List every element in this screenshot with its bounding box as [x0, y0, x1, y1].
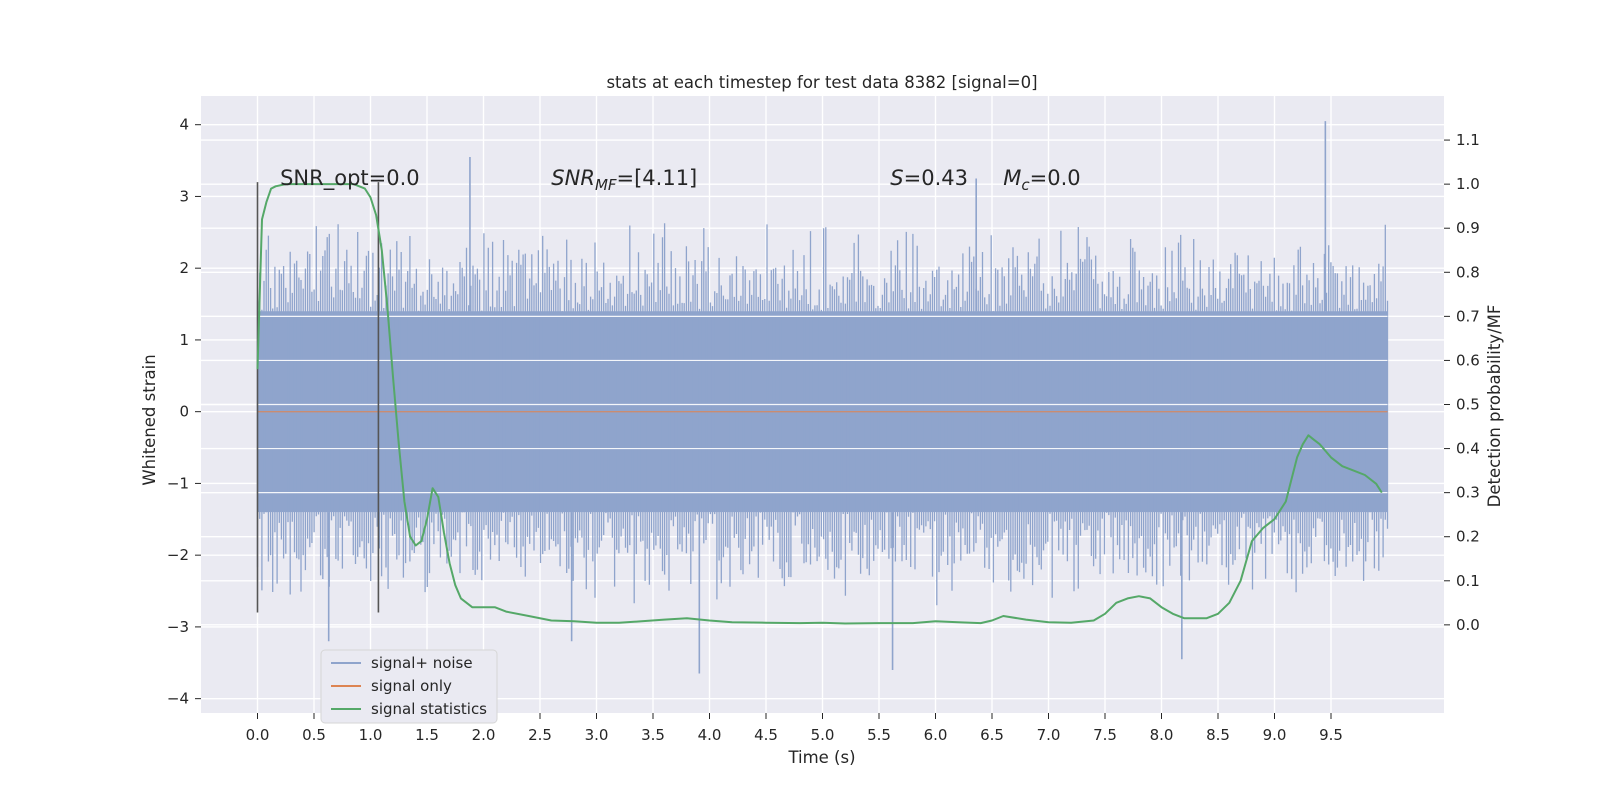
- y-right-tick-label-2: 0.9: [1456, 219, 1480, 237]
- x-tick-label-15: 7.5: [1093, 726, 1117, 744]
- y-tick-label-8: −4: [167, 690, 189, 708]
- y-tick-label-4: 0: [179, 403, 189, 421]
- y-right-tick-label-8: 0.3: [1456, 484, 1480, 502]
- y-right-tick-label-3: 0.8: [1456, 263, 1480, 281]
- x-tick-label-17: 8.5: [1206, 726, 1230, 744]
- x-tick-label-8: 4.0: [698, 726, 722, 744]
- y-right-tick-label-6: 0.5: [1456, 396, 1480, 414]
- x-tick-label-7: 3.5: [641, 726, 665, 744]
- legend-box: [320, 649, 498, 724]
- x-axis-ticks: 0.0 0.5 1.0 1.5 2.0 2.5 3.0 3.5 4.0 4.5 5.0 5.5 6.0 6…: [246, 713, 1343, 744]
- y-right-tick-label-7: 0.4: [1456, 440, 1480, 458]
- x-tick-label-1: 0.5: [302, 726, 326, 744]
- x-tick-label-19: 9.5: [1319, 726, 1343, 744]
- y-right-tick-label-11: 0.0: [1456, 616, 1480, 634]
- annotations: SNR_opt=0.0 SNRMF=[4.11] S=0.43 Mc=0.0: [280, 166, 1081, 194]
- legend: signal+ noise signal only signal statist…: [320, 649, 498, 724]
- x-tick-label-4: 2.0: [472, 726, 496, 744]
- x-axis-label: Time (s): [787, 748, 855, 767]
- series-signal-statistics: [256, 183, 1383, 625]
- y-tick-label-5: −1: [167, 474, 189, 492]
- y-tick-label-3: 1: [179, 331, 189, 349]
- x-tick-label-13: 6.5: [980, 726, 1004, 744]
- annotation-0: SNR_opt=0.0: [280, 166, 420, 191]
- y-right-axis-label: Detection probability/MF: [1485, 305, 1504, 508]
- y-right-tick-label-4: 0.7: [1456, 307, 1480, 325]
- y-right-tick-label-5: 0.6: [1456, 351, 1480, 369]
- y-tick-label-6: −2: [167, 546, 189, 564]
- x-tick-label-0: 0.0: [246, 726, 270, 744]
- x-tick-label-16: 8.0: [1150, 726, 1174, 744]
- x-tick-label-12: 6.0: [924, 726, 948, 744]
- y-right-tick-label-1: 1.0: [1456, 175, 1480, 193]
- x-tick-label-10: 5.0: [811, 726, 835, 744]
- x-tick-label-14: 7.0: [1037, 726, 1061, 744]
- y-tick-label-0: 4: [179, 116, 189, 134]
- legend-label-signal-noise: signal+ noise: [371, 654, 473, 672]
- y-right-axis-ticks: 1.1 1.0 0.9 0.8 0.7 0.6 0.5 0.4 0.3 0.2 0.1 0.0: [1444, 131, 1480, 634]
- y-axis-ticks: 4 3 2 1 0 −1 −2 −3 −4: [167, 116, 201, 708]
- vertical-markers: [256, 182, 380, 613]
- legend-label-signal-only: signal only: [371, 677, 452, 695]
- x-tick-label-3: 1.5: [415, 726, 439, 744]
- x-tick-label-11: 5.5: [867, 726, 891, 744]
- legend-label-signal-statistics: signal statistics: [371, 700, 487, 718]
- x-tick-label-18: 9.0: [1263, 726, 1287, 744]
- y-right-tick-label-10: 0.1: [1456, 572, 1480, 590]
- y-tick-label-1: 3: [179, 187, 189, 205]
- x-tick-label-6: 3.0: [585, 726, 609, 744]
- signal-statistics-line: [256, 183, 1383, 625]
- x-tick-label-9: 4.5: [754, 726, 778, 744]
- chart-title: stats at each timestep for test data 838…: [606, 73, 1037, 92]
- annotation-3: Mc=0.0: [1003, 166, 1080, 194]
- y-right-tick-label-9: 0.2: [1456, 528, 1480, 546]
- annotation-2: S=0.43: [890, 166, 968, 190]
- y-right-tick-label-0: 1.1: [1456, 131, 1480, 149]
- y-axis-label: Whitened strain: [140, 354, 159, 485]
- x-tick-label-2: 1.0: [359, 726, 383, 744]
- annotation-1: SNRMF=[4.11]: [551, 166, 697, 194]
- y-tick-label-7: −3: [167, 618, 189, 636]
- x-tick-label-5: 2.5: [528, 726, 552, 744]
- y-tick-label-2: 2: [179, 259, 189, 277]
